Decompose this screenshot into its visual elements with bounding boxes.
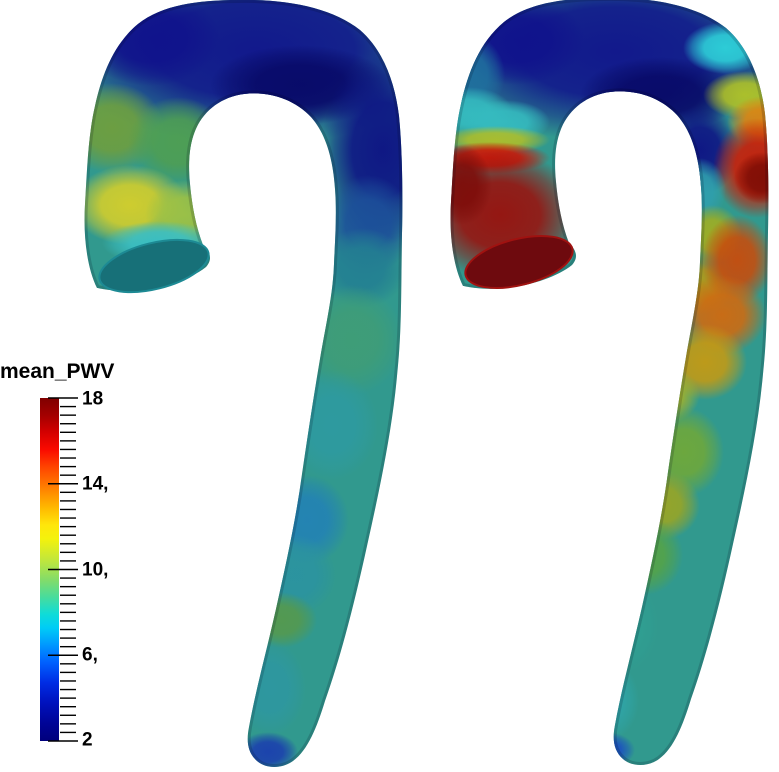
colorbar-tick-label: 18 (82, 389, 103, 410)
color-region (234, 640, 306, 736)
colorbar-tick-label: 2 (82, 730, 93, 751)
color-region (734, 152, 769, 204)
colorbar: mean_PWV 18 14, 10, 6, 2 (0, 360, 114, 751)
color-region (286, 370, 378, 480)
colorbar-ticks (48, 397, 78, 742)
inlet-cap (98, 238, 210, 294)
color-region (607, 515, 683, 595)
inlet-cap (464, 235, 574, 289)
inlet-caps (98, 235, 574, 294)
color-region (450, 145, 492, 225)
colorbar-tick-label: 14, (82, 474, 108, 495)
colorbar-tick-label: 10, (82, 560, 108, 581)
colorbar-title: mean_PWV (0, 360, 114, 383)
color-region (663, 324, 747, 400)
colorbar-tick-label: 6, (82, 645, 98, 666)
color-region (579, 732, 635, 766)
color-region (245, 592, 317, 648)
